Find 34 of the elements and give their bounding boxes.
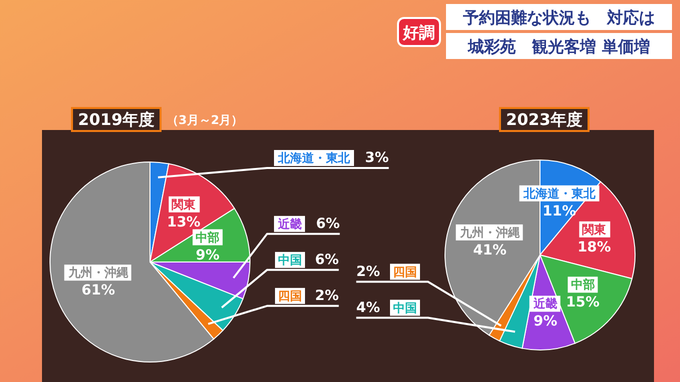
slice-label: 北海道・東北 [277,151,351,165]
data-label: 9% [196,247,220,264]
data-label: 41% [473,242,507,258]
slice-label: 中部 [196,230,220,244]
slice-label: 九州・沖縄 [67,266,128,280]
slice-label: 関東 [172,197,197,212]
slice-label: 中国 [393,300,417,315]
slice-label: 四国 [393,264,417,279]
chart-title: 2019年度 [78,110,155,129]
data-label: 11% [542,203,576,220]
data-label: 18% [577,239,611,256]
slice-label: 九州・沖縄 [458,225,520,240]
slice-label: 中部 [570,278,595,292]
data-label: 6% [316,216,340,232]
text: 予約困難な状況も 対応は [462,8,655,27]
data-label: 15% [566,294,600,311]
text: 好調 [402,23,435,42]
chart-title: 2023年度 [506,110,583,129]
data-label: 6% [315,252,339,268]
text: 城彩苑 観光客増 単価増 [467,37,650,56]
data-label: 9% [533,314,558,330]
slice-label: 中国 [278,252,302,267]
data-label: 4% [356,300,380,316]
data-label: 3% [365,150,389,166]
slice-label: 近畿 [277,216,302,231]
data-label: 61% [81,282,116,299]
data-label: 2% [356,264,380,280]
slice-label: 近畿 [532,296,558,311]
slice-label: 北海道・東北 [522,186,596,200]
slice-label: 関東 [582,222,608,236]
slice-label: 四国 [278,288,302,303]
chart-subtitle: （3月～2月） [166,113,244,127]
data-label: 2% [315,288,339,304]
data-label: 13% [166,214,200,230]
